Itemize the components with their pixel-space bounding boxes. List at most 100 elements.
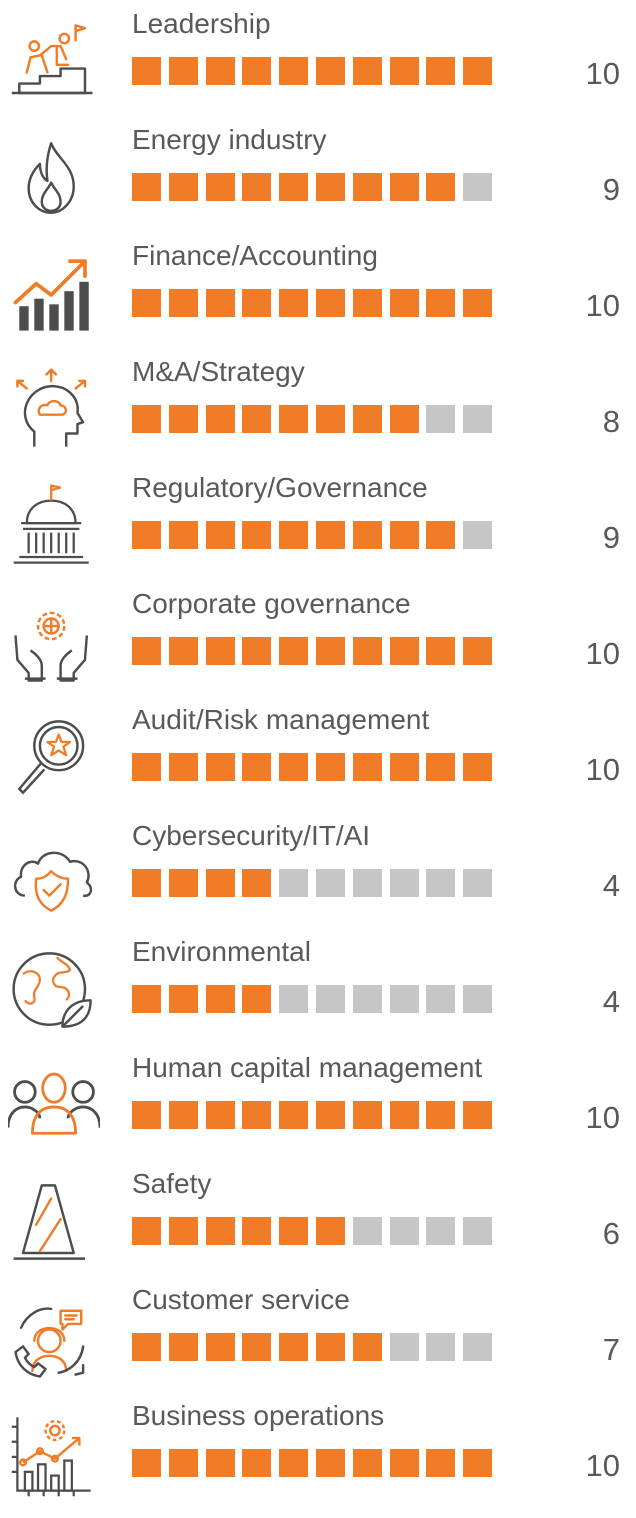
rating-square-filled — [426, 1449, 456, 1477]
rating-square-filled — [389, 637, 419, 665]
skill-row: Environmental 4 — [0, 936, 636, 1054]
skill-score: 10 — [585, 56, 620, 91]
rating-square-filled — [352, 57, 382, 85]
skill-row: M&A/Strategy 8 — [0, 356, 636, 474]
rating-square-filled — [205, 173, 235, 201]
rating-square-filled — [242, 1217, 272, 1245]
skill-row: Customer service 7 — [0, 1284, 636, 1402]
skill-score: 10 — [585, 1448, 620, 1483]
rating-square-filled — [132, 521, 161, 549]
rating-square-filled — [205, 1101, 235, 1129]
rating-square-filled — [132, 637, 161, 665]
rating-square-filled — [389, 405, 419, 433]
rating-square-filled — [279, 173, 309, 201]
skill-row: Human capital management 10 — [0, 1052, 636, 1170]
rating-square-filled — [205, 57, 235, 85]
rating-square-filled — [242, 985, 272, 1013]
skill-row: Safety 6 — [0, 1168, 636, 1286]
growth-chart-icon — [8, 248, 100, 340]
rating-square-empty — [389, 1217, 419, 1245]
rating-square-filled — [352, 1449, 382, 1477]
rating-square-filled — [205, 985, 235, 1013]
skill-score: 4 — [602, 868, 620, 903]
skill-row: Leadership 10 — [0, 8, 636, 126]
skill-label: Cybersecurity/IT/AI — [132, 820, 371, 851]
skill-label: Leadership — [132, 8, 271, 39]
skill-row: Regulatory/Governance 9 — [0, 472, 636, 590]
rating-square-empty — [463, 985, 493, 1013]
rating-square-filled — [426, 1101, 456, 1129]
rating-square-empty — [352, 985, 382, 1013]
rating-square-empty — [426, 869, 456, 897]
rating-square-empty — [463, 1333, 493, 1361]
rating-square-filled — [316, 1333, 345, 1361]
rating-square-filled — [132, 753, 161, 781]
rating-square-empty — [279, 985, 309, 1013]
rating-square-filled — [168, 289, 198, 317]
flame-icon — [8, 132, 100, 224]
rating-square-filled — [132, 1101, 161, 1129]
headset-agent-icon — [8, 1292, 100, 1384]
rating-square-filled — [352, 1333, 382, 1361]
skill-label: Audit/Risk management — [132, 704, 430, 735]
head-idea-icon — [8, 364, 100, 456]
skill-label: Energy industry — [132, 124, 327, 155]
skill-row: Business operations 10 — [0, 1400, 636, 1518]
rating-square-filled — [205, 289, 235, 317]
skill-score: 9 — [602, 520, 620, 555]
skill-label: Human capital management — [132, 1052, 483, 1083]
rating-square-empty — [426, 1217, 456, 1245]
skill-label: Finance/Accounting — [132, 240, 378, 271]
rating-square-filled — [132, 1449, 161, 1477]
rating-square-empty — [426, 985, 456, 1013]
skill-label: Regulatory/Governance — [132, 472, 428, 503]
rating-square-filled — [279, 637, 309, 665]
rating-square-filled — [242, 753, 272, 781]
rating-square-filled — [242, 1449, 272, 1477]
skill-row: Cybersecurity/IT/AI 4 — [0, 820, 636, 938]
skill-label: Safety — [132, 1168, 212, 1199]
rating-square-filled — [205, 521, 235, 549]
rating-square-filled — [463, 1449, 493, 1477]
skill-score: 10 — [585, 636, 620, 671]
operations-chart-icon — [8, 1408, 100, 1500]
rating-square-filled — [279, 57, 309, 85]
skill-score: 8 — [602, 404, 620, 439]
rating-square-empty — [352, 869, 382, 897]
rating-square-empty — [389, 869, 419, 897]
rating-square-empty — [389, 985, 419, 1013]
skill-score: 10 — [585, 1100, 620, 1135]
rating-square-filled — [279, 1333, 309, 1361]
rating-square-filled — [168, 869, 198, 897]
rating-square-filled — [426, 637, 456, 665]
skill-score: 7 — [602, 1332, 620, 1367]
rating-square-filled — [316, 173, 345, 201]
rating-square-filled — [279, 289, 309, 317]
rating-square-filled — [352, 289, 382, 317]
rating-square-filled — [168, 1449, 198, 1477]
rating-square-empty — [279, 869, 309, 897]
rating-square-filled — [279, 521, 309, 549]
rating-square-filled — [168, 57, 198, 85]
rating-square-filled — [389, 57, 419, 85]
rating-square-filled — [205, 1333, 235, 1361]
rating-square-empty — [426, 1333, 456, 1361]
skill-score: 4 — [602, 984, 620, 1019]
rating-square-empty — [352, 1217, 382, 1245]
rating-square-filled — [279, 405, 309, 433]
rating-square-filled — [242, 57, 272, 85]
skill-row: Finance/Accounting 10 — [0, 240, 636, 358]
rating-square-filled — [242, 1333, 272, 1361]
rating-square-filled — [316, 289, 345, 317]
rating-square-filled — [279, 1217, 309, 1245]
skill-score: 6 — [602, 1216, 620, 1251]
rating-square-filled — [389, 753, 419, 781]
rating-square-filled — [316, 1217, 345, 1245]
rating-square-filled — [389, 173, 419, 201]
rating-square-filled — [242, 637, 272, 665]
rating-square-filled — [352, 753, 382, 781]
rating-square-filled — [168, 173, 198, 201]
rating-square-filled — [132, 1217, 161, 1245]
rating-square-filled — [463, 753, 493, 781]
rating-square-filled — [426, 753, 456, 781]
